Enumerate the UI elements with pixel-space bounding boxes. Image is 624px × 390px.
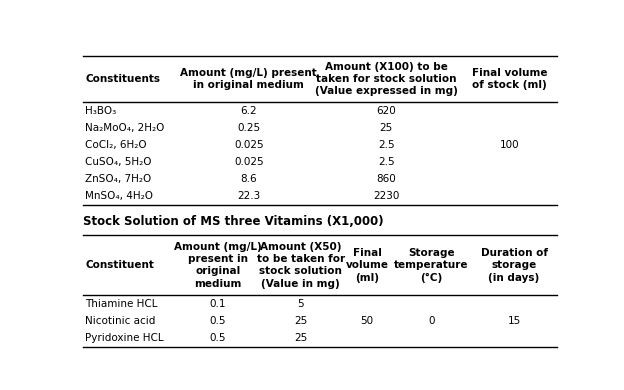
Text: Amount (mg/L) present
in original medium: Amount (mg/L) present in original medium bbox=[180, 68, 317, 90]
Text: 5: 5 bbox=[298, 299, 304, 309]
Text: 0.1: 0.1 bbox=[210, 299, 226, 309]
Text: 15: 15 bbox=[507, 316, 521, 326]
Text: Na₂MoO₄, 2H₂O: Na₂MoO₄, 2H₂O bbox=[85, 123, 165, 133]
Text: Pyridoxine HCL: Pyridoxine HCL bbox=[85, 333, 164, 343]
Text: 6.2: 6.2 bbox=[240, 106, 257, 115]
Text: 50: 50 bbox=[361, 316, 374, 326]
Text: 0.025: 0.025 bbox=[234, 140, 263, 150]
Text: 0.25: 0.25 bbox=[237, 123, 260, 133]
Text: 22.3: 22.3 bbox=[237, 191, 260, 201]
Text: ZnSO₄, 7H₂O: ZnSO₄, 7H₂O bbox=[85, 174, 152, 184]
Text: 0.5: 0.5 bbox=[210, 333, 226, 343]
Text: Constituents: Constituents bbox=[85, 74, 160, 84]
Text: 2230: 2230 bbox=[373, 191, 399, 201]
Text: Stock Solution of MS three Vitamins (X1,000): Stock Solution of MS three Vitamins (X1,… bbox=[83, 215, 384, 228]
Text: CuSO₄, 5H₂O: CuSO₄, 5H₂O bbox=[85, 157, 152, 167]
Text: 2.5: 2.5 bbox=[378, 140, 394, 150]
Text: H₃BO₃: H₃BO₃ bbox=[85, 106, 117, 115]
Text: 2.5: 2.5 bbox=[378, 157, 394, 167]
Text: 25: 25 bbox=[379, 123, 392, 133]
Text: 0.025: 0.025 bbox=[234, 157, 263, 167]
Text: 620: 620 bbox=[376, 106, 396, 115]
Text: 25: 25 bbox=[295, 316, 308, 326]
Text: Storage
temperature
(°C): Storage temperature (°C) bbox=[394, 248, 469, 283]
Text: Thiamine HCL: Thiamine HCL bbox=[85, 299, 158, 309]
Text: MnSO₄, 4H₂O: MnSO₄, 4H₂O bbox=[85, 191, 154, 201]
Text: 0.5: 0.5 bbox=[210, 316, 226, 326]
Text: CoCl₂, 6H₂O: CoCl₂, 6H₂O bbox=[85, 140, 147, 150]
Text: Constituent: Constituent bbox=[85, 260, 154, 270]
Text: 860: 860 bbox=[376, 174, 396, 184]
Text: Amount (X100) to be
taken for stock solution
(Value expressed in mg): Amount (X100) to be taken for stock solu… bbox=[314, 62, 457, 96]
Text: Final volume
of stock (ml): Final volume of stock (ml) bbox=[472, 68, 547, 90]
Text: Amount (X50)
to be taken for
stock solution
(Value in mg): Amount (X50) to be taken for stock solut… bbox=[257, 241, 345, 289]
Text: 8.6: 8.6 bbox=[240, 174, 257, 184]
Text: Final
volume
(ml): Final volume (ml) bbox=[346, 248, 389, 282]
Text: 100: 100 bbox=[500, 140, 519, 150]
Text: 0: 0 bbox=[428, 316, 434, 326]
Text: 25: 25 bbox=[295, 333, 308, 343]
Text: Duration of
storage
(in days): Duration of storage (in days) bbox=[480, 248, 548, 282]
Text: Amount (mg/L)
present in
original
medium: Amount (mg/L) present in original medium bbox=[174, 241, 262, 289]
Text: Nicotinic acid: Nicotinic acid bbox=[85, 316, 155, 326]
